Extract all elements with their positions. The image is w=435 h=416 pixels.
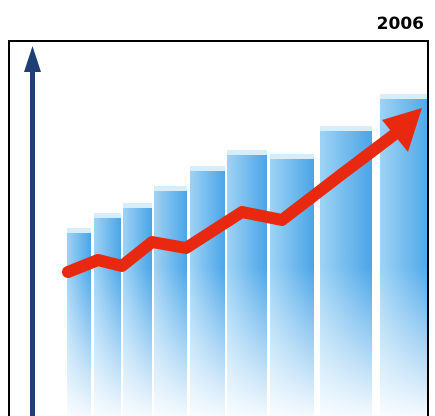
bars — [60, 82, 427, 416]
arrow-shaft — [30, 64, 35, 416]
trend-arrow-head — [382, 108, 422, 152]
year-label: 2006 — [376, 14, 424, 34]
floor-fade — [60, 82, 427, 416]
trend-arrow — [62, 108, 422, 278]
arrow-head — [24, 46, 41, 72]
growth-illustration — [24, 46, 427, 416]
illustration-frame — [8, 40, 429, 416]
trend-line — [62, 128, 401, 278]
vertical-arrow — [24, 46, 41, 416]
